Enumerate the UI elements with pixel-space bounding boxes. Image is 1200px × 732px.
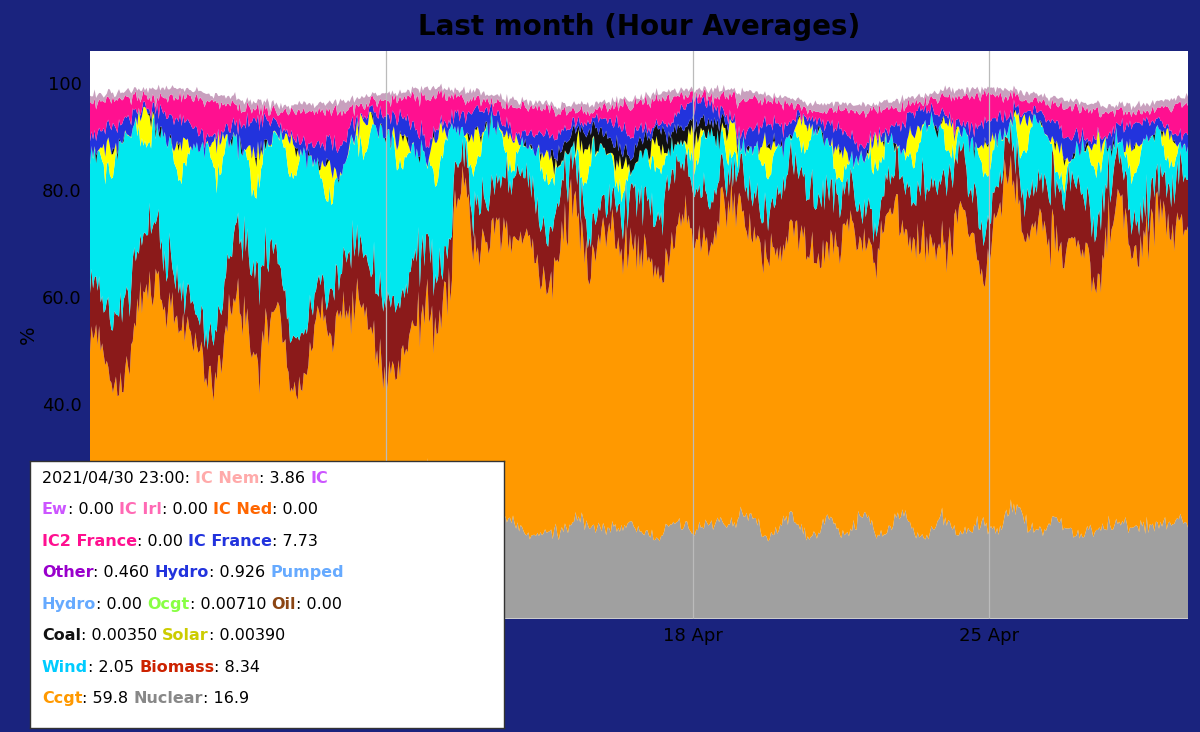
Text: Coal: Coal [42, 628, 80, 643]
Text: Wind: Wind [42, 660, 88, 675]
Y-axis label: %: % [19, 326, 37, 344]
Text: IC Nem: IC Nem [194, 471, 259, 486]
Text: : 0.00: : 0.00 [96, 597, 148, 612]
Text: Biomass: Biomass [139, 660, 215, 675]
Text: Ccgt: Ccgt [42, 691, 83, 706]
Text: : 7.73: : 7.73 [272, 534, 318, 549]
Text: IC Irl: IC Irl [119, 502, 162, 518]
Text: IC: IC [311, 471, 329, 486]
Text: : 8.34: : 8.34 [215, 660, 260, 675]
Text: : 59.8: : 59.8 [83, 691, 133, 706]
Text: : 0.00710: : 0.00710 [190, 597, 271, 612]
Text: Nuclear: Nuclear [133, 691, 203, 706]
Text: Other: Other [42, 565, 94, 580]
Text: IC2 France: IC2 France [42, 534, 137, 549]
Text: : 0.00: : 0.00 [137, 534, 188, 549]
Text: : 3.86: : 3.86 [259, 471, 311, 486]
Text: : 0.00390: : 0.00390 [209, 628, 286, 643]
Text: : 2.05: : 2.05 [88, 660, 139, 675]
Text: : 0.460: : 0.460 [94, 565, 155, 580]
Text: : 0.00: : 0.00 [162, 502, 212, 518]
Text: IC France: IC France [188, 534, 272, 549]
Text: Ew: Ew [42, 502, 67, 518]
Text: : 0.00: : 0.00 [295, 597, 342, 612]
Title: Last month (Hour Averages): Last month (Hour Averages) [418, 12, 860, 40]
Text: Pumped: Pumped [270, 565, 344, 580]
Text: Hydro: Hydro [42, 597, 96, 612]
Text: Oil: Oil [271, 597, 295, 612]
Text: Solar: Solar [162, 628, 209, 643]
Text: : 0.00350: : 0.00350 [80, 628, 162, 643]
Text: : 0.00: : 0.00 [272, 502, 318, 518]
Text: Ocgt: Ocgt [148, 597, 190, 612]
Text: : 0.926: : 0.926 [209, 565, 270, 580]
Text: : 16.9: : 16.9 [203, 691, 250, 706]
Text: 2021/04/30 23:00:: 2021/04/30 23:00: [42, 471, 194, 486]
Text: : 0.00: : 0.00 [67, 502, 119, 518]
Text: IC Ned: IC Ned [212, 502, 272, 518]
Text: Hydro: Hydro [155, 565, 209, 580]
